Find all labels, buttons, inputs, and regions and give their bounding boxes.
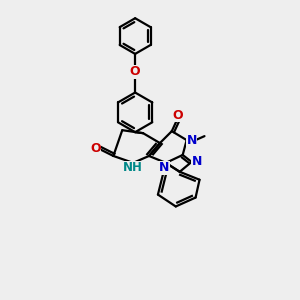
Text: NH: NH	[123, 161, 143, 174]
Text: O: O	[130, 65, 140, 78]
Text: N: N	[191, 155, 202, 168]
Text: N: N	[159, 161, 169, 174]
Text: O: O	[172, 109, 183, 122]
Text: N: N	[186, 134, 197, 147]
Text: O: O	[90, 142, 101, 154]
